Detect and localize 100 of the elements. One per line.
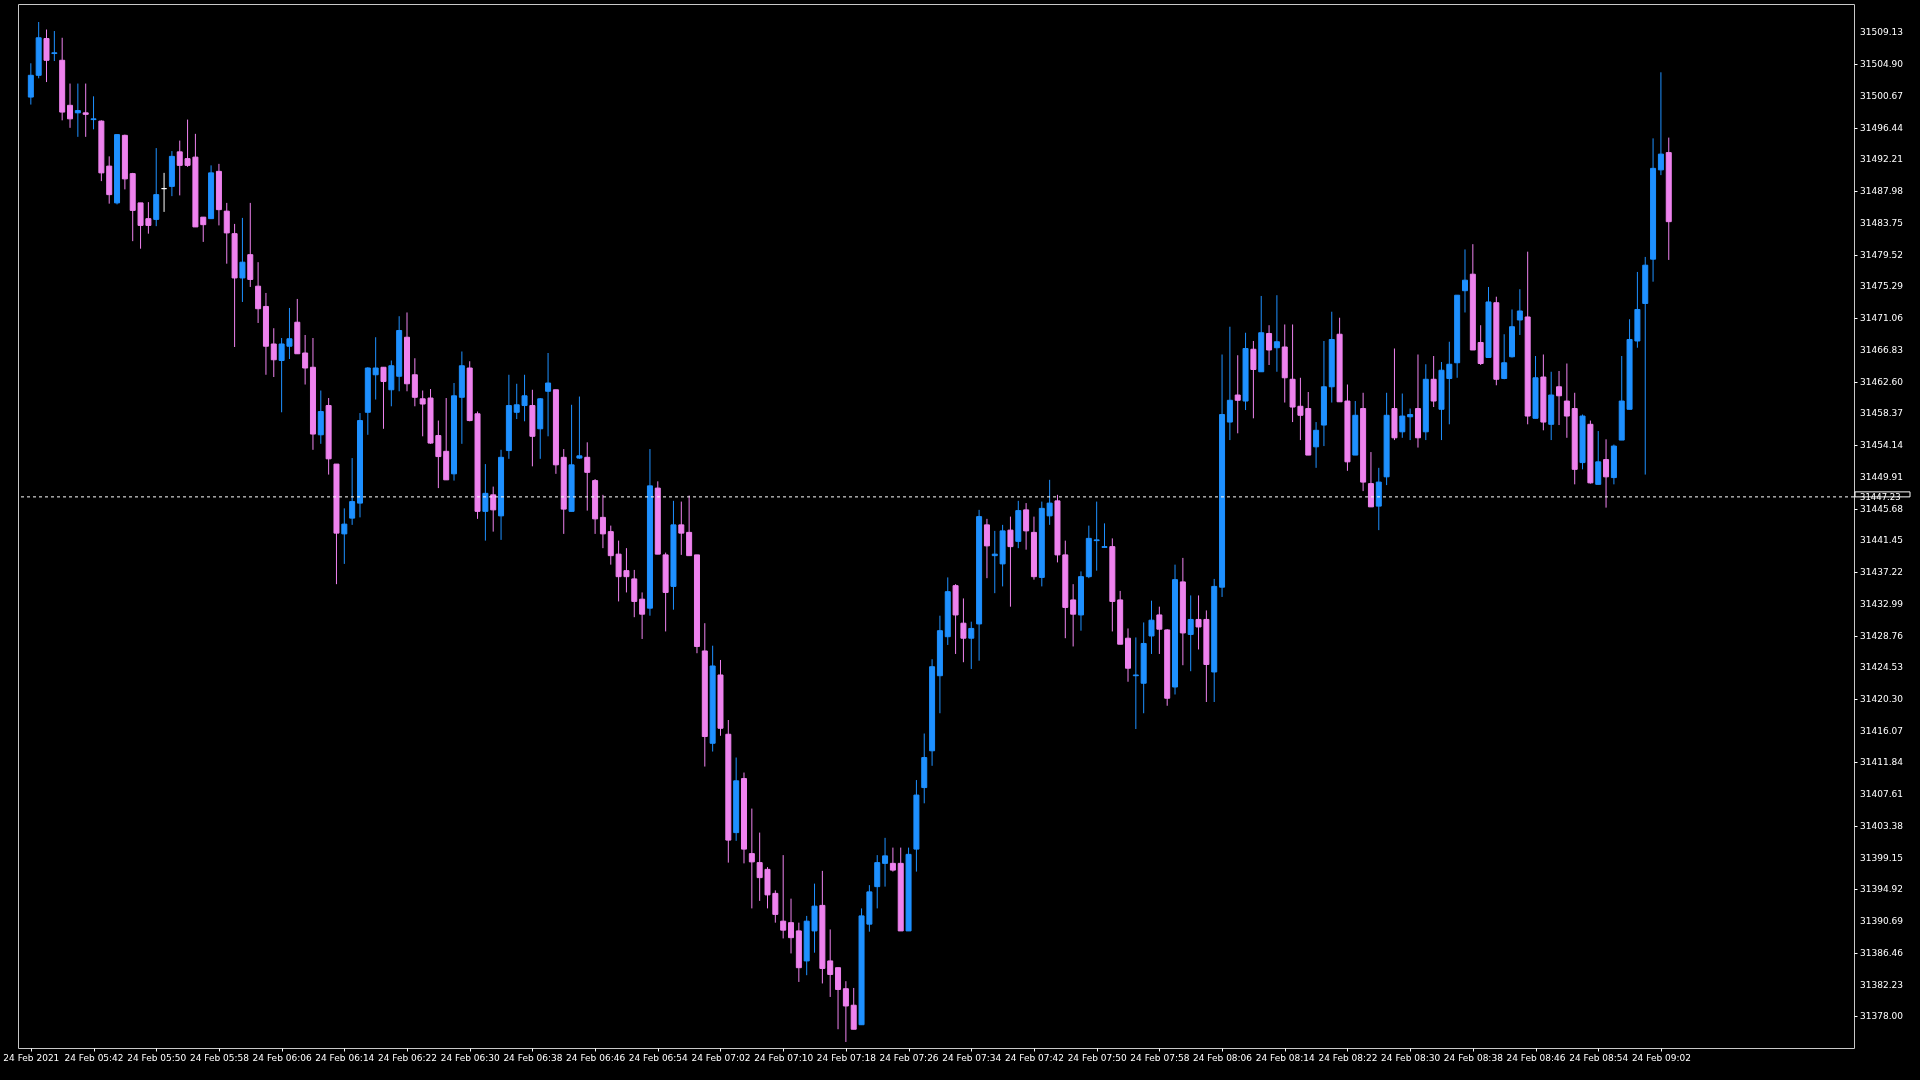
y-tick-label: 31386.46 xyxy=(1860,947,1904,958)
y-tick-label: 31390.69 xyxy=(1860,916,1904,927)
candlestick xyxy=(835,967,842,1030)
y-tick-label: 31500.67 xyxy=(1860,90,1903,101)
candlestick xyxy=(1563,363,1570,439)
candlestick xyxy=(490,486,497,533)
candlestick xyxy=(1430,355,1437,408)
candlestick xyxy=(1093,501,1100,572)
candlestick xyxy=(27,62,34,106)
candlestick xyxy=(1501,333,1508,380)
y-tick-label: 31382.23 xyxy=(1860,979,1903,990)
candlestick xyxy=(43,29,50,83)
candlestick xyxy=(239,217,246,303)
candlestick xyxy=(1313,421,1320,469)
x-tick-label: 24 Feb 08:22 xyxy=(1318,1052,1378,1063)
candlestick xyxy=(1023,502,1030,551)
y-tick-label: 31487.98 xyxy=(1860,186,1904,197)
candlestick xyxy=(1477,324,1484,366)
y-tick-label: 31466.83 xyxy=(1860,344,1903,355)
candlestick xyxy=(411,357,418,407)
y-tick-label: 31445.68 xyxy=(1860,503,1904,514)
candlestick xyxy=(788,898,795,954)
candlestick xyxy=(1187,594,1194,672)
candlestick xyxy=(1595,430,1602,485)
candlestick xyxy=(1461,248,1468,313)
candlestick xyxy=(780,854,787,939)
candlestick xyxy=(748,808,755,909)
candlestick xyxy=(1148,600,1155,655)
candlestick xyxy=(317,390,324,445)
candlestick xyxy=(889,847,896,873)
candlestick xyxy=(51,30,58,62)
y-tick-label: 31403.38 xyxy=(1860,820,1904,831)
y-tick-label: 31479.52 xyxy=(1860,249,1903,260)
x-tick-label: 24 Feb 06:06 xyxy=(252,1052,312,1063)
candlestick xyxy=(1657,71,1664,176)
y-tick-label: 31432.99 xyxy=(1860,598,1904,609)
x-tick-label: 24 Feb 05:50 xyxy=(127,1052,187,1063)
x-tick-label: 24 Feb 07:50 xyxy=(1067,1052,1127,1063)
candlestick xyxy=(631,569,638,618)
candlestick xyxy=(380,366,387,430)
y-tick-label: 31424.53 xyxy=(1860,662,1903,673)
y-tick-label: 31492.21 xyxy=(1860,154,1903,165)
candlestick xyxy=(968,621,975,670)
x-tick-label: 24 Feb 07:02 xyxy=(691,1052,751,1063)
candlestick xyxy=(1132,636,1139,730)
x-tick-label: 24 Feb 06:14 xyxy=(315,1052,375,1063)
x-tick-label: 24 Feb 08:54 xyxy=(1569,1052,1629,1063)
x-tick-label: 24 Feb 07:18 xyxy=(816,1052,877,1063)
candlestick xyxy=(270,327,277,378)
candlestick xyxy=(1007,516,1014,608)
candlestick xyxy=(90,95,97,130)
y-tick-label: 31462.60 xyxy=(1860,376,1904,387)
y-tick-label: 31471.06 xyxy=(1860,313,1904,324)
y-tick-label: 31378.00 xyxy=(1860,1011,1904,1022)
candlestick xyxy=(1399,393,1406,439)
candlestick xyxy=(1070,583,1077,647)
candlestick xyxy=(1101,522,1108,548)
candlestick xyxy=(82,83,89,138)
y-tick-label: 31483.75 xyxy=(1860,217,1903,228)
x-tick-label: 24 Feb 08:38 xyxy=(1443,1052,1504,1063)
y-tick-label: 31496.44 xyxy=(1860,122,1904,133)
candlestick xyxy=(67,83,74,129)
candlestick xyxy=(983,518,990,579)
x-tick-label: 24 Feb 07:58 xyxy=(1130,1052,1190,1063)
x-tick-label: 24 Feb 07:10 xyxy=(754,1052,814,1063)
candlestick xyxy=(1234,354,1241,434)
candlestick xyxy=(1250,340,1257,419)
y-tick-label: 31454.14 xyxy=(1860,440,1904,451)
x-tick-label: 24 Feb 06:22 xyxy=(377,1052,438,1063)
candlestick xyxy=(302,334,309,386)
candlestick xyxy=(1603,438,1610,509)
x-tick-label: 24 Feb 06:30 xyxy=(440,1052,500,1063)
candlestick xyxy=(576,396,583,460)
candlestick xyxy=(584,441,591,512)
y-tick-label: 31416.07 xyxy=(1860,725,1903,736)
y-tick-label: 31420.30 xyxy=(1860,694,1904,704)
x-tick-label: 24 Feb 09:02 xyxy=(1631,1052,1691,1063)
x-tick-label: 24 Feb 08:14 xyxy=(1255,1052,1316,1063)
x-tick-label: 24 Feb 06:38 xyxy=(503,1052,563,1063)
candlestick xyxy=(349,457,356,526)
x-tick-label: 24 Feb 2021 xyxy=(3,1052,60,1063)
y-tick-label: 31394.92 xyxy=(1860,884,1903,895)
y-tick-label: 31411.84 xyxy=(1860,757,1904,768)
x-tick-label: 24 Feb 06:46 xyxy=(566,1052,626,1063)
x-tick-label: 24 Feb 08:06 xyxy=(1193,1052,1253,1063)
y-tick-label: 31475.29 xyxy=(1860,281,1904,292)
candlestick xyxy=(882,837,889,888)
candlestick xyxy=(960,597,967,663)
candlestick xyxy=(686,495,693,557)
x-tick-label: 24 Feb 08:30 xyxy=(1381,1052,1441,1063)
candlestick xyxy=(74,83,81,138)
y-tick-label: 31449.91 xyxy=(1860,471,1903,482)
candlestick xyxy=(599,494,606,549)
y-tick-label: 31504.90 xyxy=(1860,59,1904,70)
x-tick-label: 24 Feb 05:42 xyxy=(64,1052,124,1063)
candlestick xyxy=(1367,451,1374,508)
candlestick xyxy=(842,980,849,1043)
candlestick xyxy=(639,591,646,640)
y-tick-label: 31458.37 xyxy=(1860,408,1903,419)
y-tick-label: 31428.76 xyxy=(1860,630,1904,641)
